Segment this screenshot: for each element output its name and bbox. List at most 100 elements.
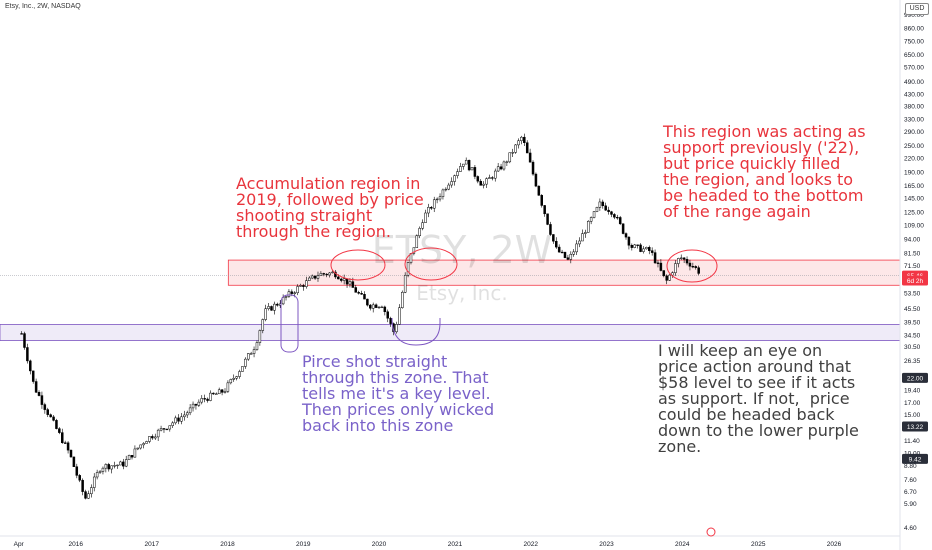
y-tick-label: 380.00 (904, 103, 924, 110)
candle-body (145, 441, 148, 444)
candle-body (348, 281, 352, 285)
candle-body (34, 381, 38, 393)
candle-body (415, 235, 419, 248)
candle-body (694, 266, 698, 268)
candle (215, 392, 218, 395)
candle (296, 284, 299, 296)
watermark-ticker: ETSY, 2W (372, 228, 552, 272)
candle-body (613, 214, 616, 218)
candle (488, 174, 491, 179)
candle (566, 254, 570, 261)
price-axis[interactable] (0, 0, 901, 550)
candle-body (517, 140, 520, 146)
candle (523, 133, 526, 146)
y-tick-label: 750.00 (904, 38, 924, 45)
candle (441, 188, 445, 200)
candle (633, 243, 636, 249)
candle (520, 135, 523, 145)
candle (249, 351, 253, 355)
candle-body (435, 198, 439, 201)
candle-body (302, 285, 305, 287)
candle-body (61, 432, 64, 443)
candle-body (84, 491, 87, 499)
candle-body (215, 393, 218, 395)
currency-button[interactable]: USD (905, 3, 929, 15)
candle (194, 403, 198, 410)
candle-body (255, 342, 259, 350)
candle (113, 461, 116, 469)
candle (200, 395, 204, 405)
candle (20, 331, 23, 335)
candle-body (377, 306, 381, 309)
y-tick-label: 570.00 (904, 65, 924, 72)
candle-body (691, 266, 695, 268)
candle (81, 478, 84, 496)
candle (217, 387, 221, 395)
candle (380, 305, 384, 309)
candle-body (659, 262, 663, 271)
candle-body (563, 251, 567, 258)
candle-body (496, 166, 500, 172)
candle-body (142, 443, 145, 446)
watermark-name: Etsy, Inc. (416, 281, 507, 305)
candle-body (636, 244, 639, 246)
x-tick-label: 2025 (751, 541, 766, 548)
candle (270, 305, 273, 311)
candle-body (258, 330, 262, 343)
flag-marker (706, 527, 716, 537)
candle-body (310, 275, 314, 279)
candle-body (595, 207, 599, 212)
candle-body (555, 240, 558, 248)
candle-body (607, 209, 610, 212)
candle-body (432, 199, 436, 209)
candle-body (203, 398, 206, 400)
candle-body (366, 298, 369, 306)
y-tick-label: 490.00 (904, 79, 924, 86)
candle (148, 436, 151, 444)
candle-body (296, 286, 299, 294)
candle-body (616, 216, 619, 219)
candle-body (360, 293, 363, 295)
candle (154, 433, 157, 440)
candle-body (75, 466, 79, 476)
candle-body (197, 401, 201, 406)
candle-body (447, 184, 451, 190)
candle (339, 277, 343, 283)
candle (575, 240, 578, 256)
candle-body (401, 292, 404, 308)
candle (58, 427, 61, 435)
candle (142, 442, 145, 449)
candle (75, 463, 79, 479)
x-tick-labels: Apr 2016 2017 2018 2019 2020 2021 2022 2023 2024 2… (14, 541, 842, 548)
y-tick-label: 26.35 (904, 358, 921, 365)
candle (636, 244, 639, 249)
candle-body (183, 414, 186, 418)
candle-body (40, 395, 44, 405)
candle-body (151, 436, 154, 439)
candle (90, 484, 93, 498)
candle-body (322, 273, 326, 275)
annotation-support-region: This region was acting as support previo… (663, 122, 866, 221)
candle (363, 291, 366, 300)
candle (578, 237, 581, 248)
candle-body (534, 173, 538, 187)
candle-body (572, 251, 575, 255)
candle-body (624, 233, 628, 238)
candle-body (136, 447, 140, 450)
candle-body (156, 429, 160, 438)
candle (23, 331, 26, 350)
candle-body (479, 180, 482, 186)
candle (499, 163, 503, 171)
candle (26, 343, 29, 364)
y-tick-label: 430.00 (904, 91, 924, 98)
candle-body (598, 201, 602, 208)
candle (508, 152, 512, 164)
candle-body (557, 246, 561, 253)
candle-body (502, 161, 506, 170)
y-tick-label: 290.00 (904, 129, 924, 136)
y-tick-label: 165.00 (904, 183, 924, 190)
candle (232, 374, 235, 382)
price-badge: 13.22 (902, 421, 928, 432)
y-tick-label: 11.40 (904, 438, 920, 445)
